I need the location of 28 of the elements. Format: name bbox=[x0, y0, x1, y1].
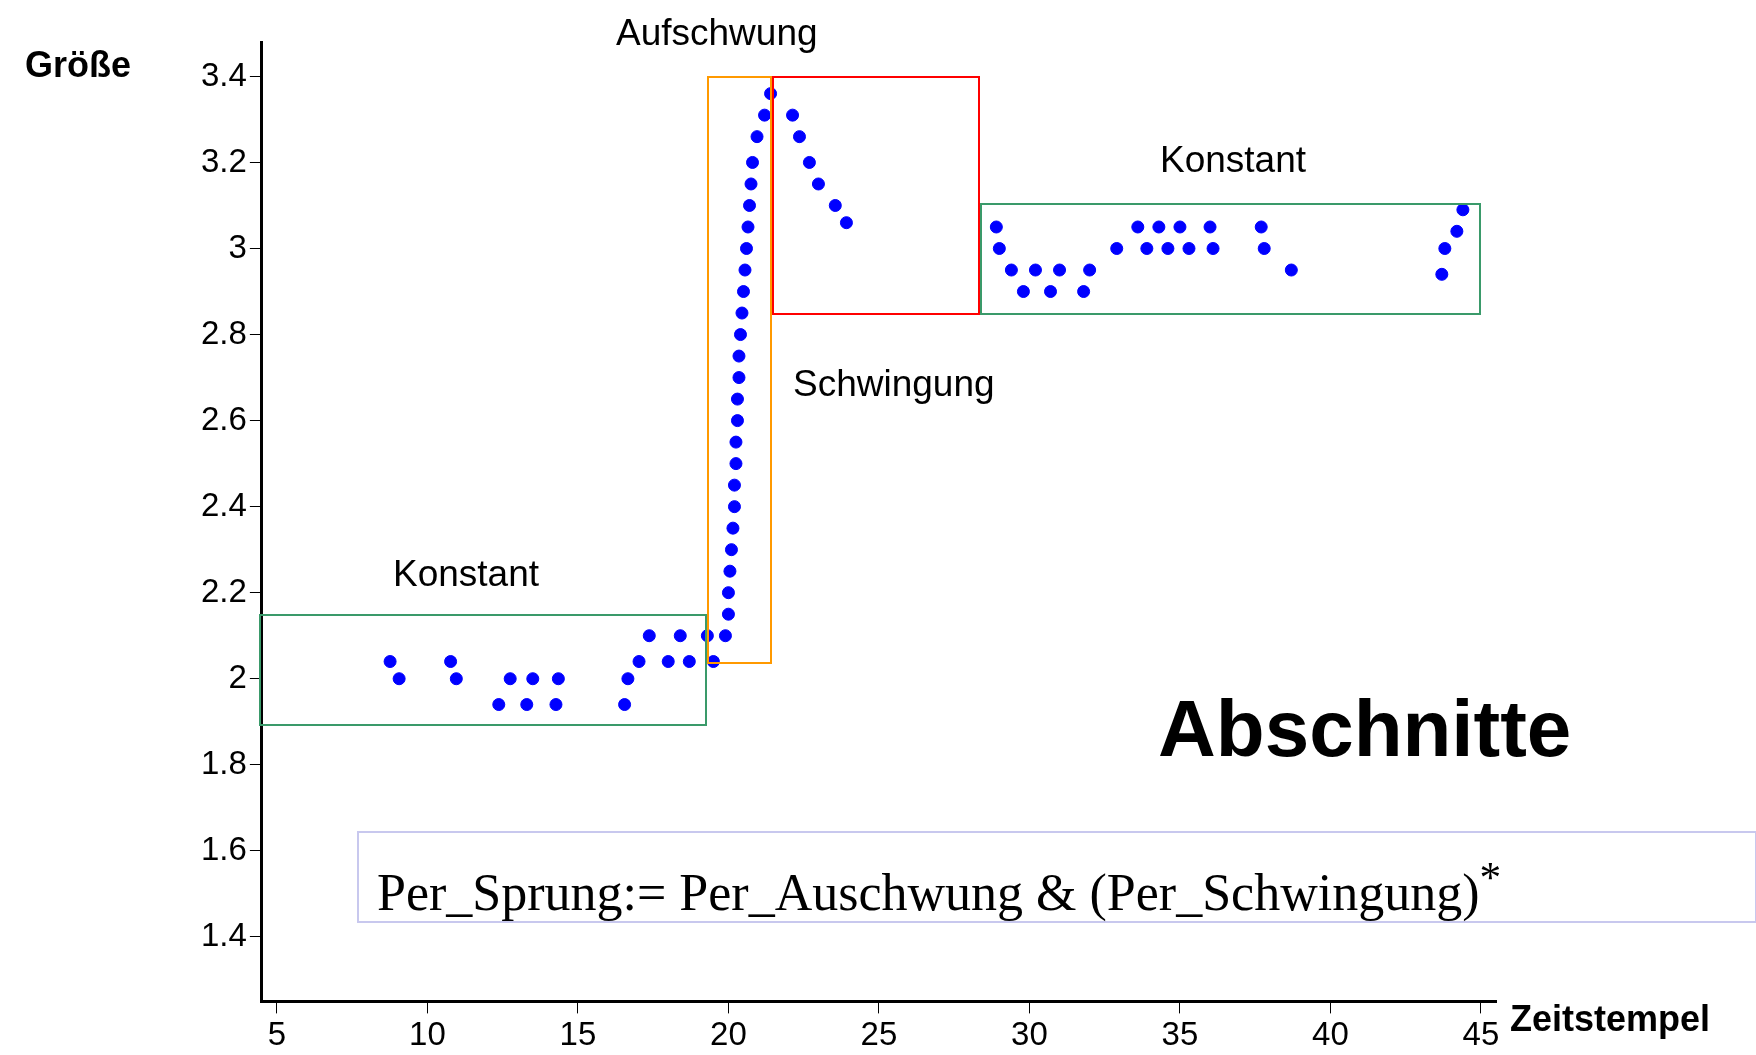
y-tick-label: 3 bbox=[228, 227, 247, 265]
x-tick-label: 35 bbox=[1161, 1015, 1199, 1053]
x-tick-label: 5 bbox=[267, 1015, 287, 1053]
y-tick-label: 2.8 bbox=[201, 313, 247, 351]
annotation: Per_Sprung:= Per_Auschwung & (Per_Schwingung)$^{*}$ bbox=[357, 831, 1756, 923]
y-tick-label: 1.4 bbox=[201, 915, 247, 953]
y-tick-label: 3.2 bbox=[201, 141, 247, 179]
x-tick-label: 15 bbox=[559, 1015, 597, 1053]
annotation: Konstant bbox=[393, 553, 540, 595]
y-axis-title: Größe bbox=[25, 44, 132, 86]
annotation: Aufschwung bbox=[616, 12, 818, 54]
y-tick-label: 1.6 bbox=[201, 829, 247, 867]
x-tick-label: 30 bbox=[1011, 1015, 1048, 1053]
annotation: Konstant bbox=[1160, 139, 1307, 181]
x-tick-label: 20 bbox=[710, 1015, 747, 1053]
y-tick-label: 3.4 bbox=[201, 55, 247, 93]
x-tick-label: 45 bbox=[1462, 1015, 1500, 1053]
y-tick-label: 2.6 bbox=[201, 399, 247, 437]
y-tick-label: 2.4 bbox=[201, 485, 247, 523]
annotation: Abschnitte bbox=[1158, 683, 1572, 775]
x-tick-label: 40 bbox=[1312, 1015, 1349, 1053]
y-tick-label: 2.2 bbox=[201, 571, 247, 609]
x-axis-title: Zeitstempel bbox=[1510, 998, 1711, 1040]
x-tick-label: 10 bbox=[409, 1015, 446, 1053]
y-tick-label: 2 bbox=[228, 657, 247, 695]
annotation: Schwingung bbox=[793, 363, 995, 405]
y-tick-label: 1.8 bbox=[201, 743, 247, 781]
x-tick-label: 25 bbox=[860, 1015, 898, 1053]
